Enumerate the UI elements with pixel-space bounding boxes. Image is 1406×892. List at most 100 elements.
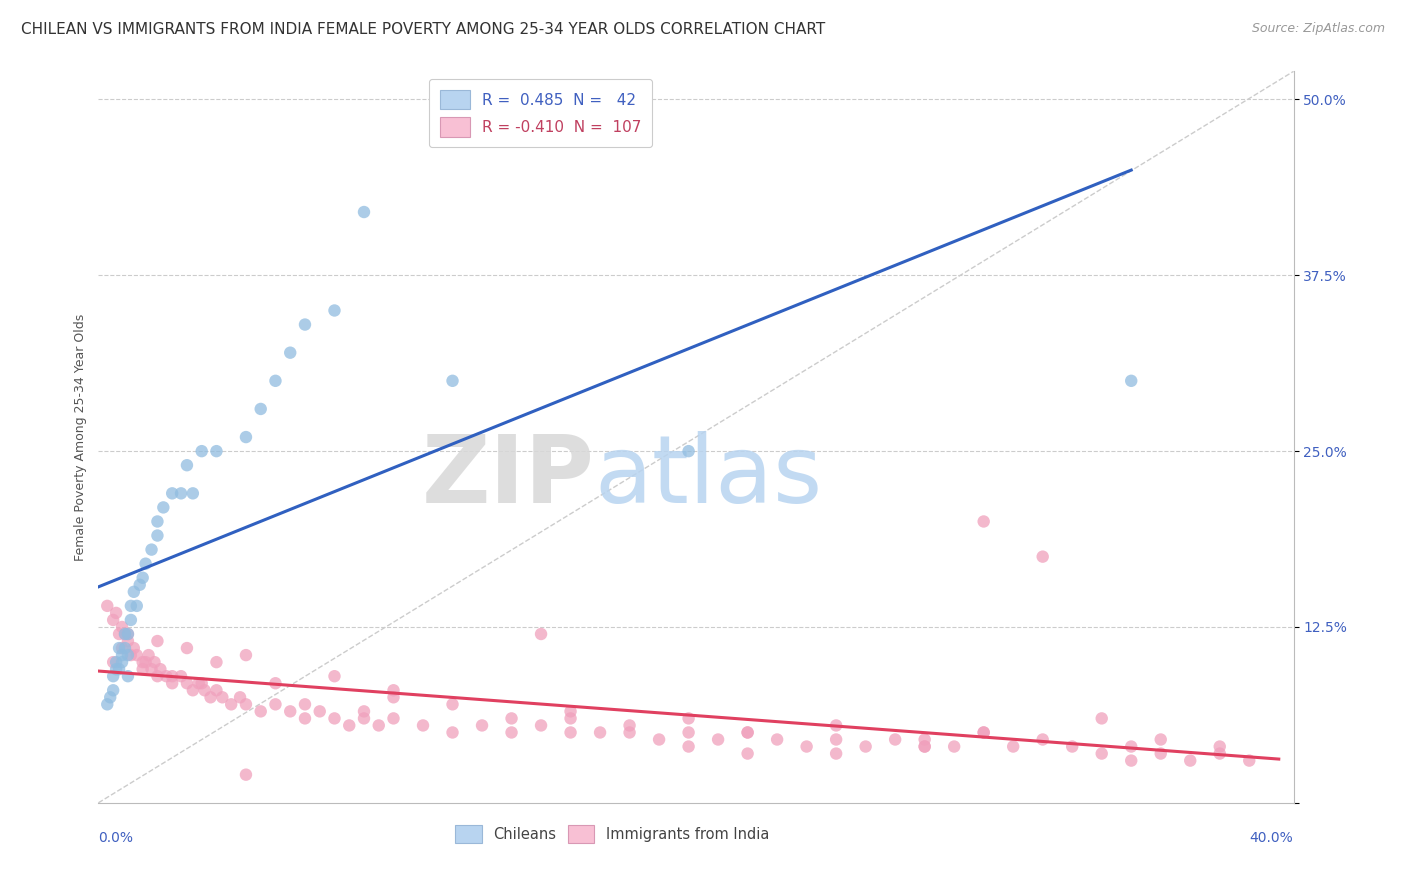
Point	[170, 486, 193, 500]
Point	[353, 705, 375, 719]
Point	[125, 599, 148, 613]
Point	[117, 648, 139, 662]
Point	[101, 613, 124, 627]
Point	[796, 739, 818, 754]
Point	[143, 655, 166, 669]
Point	[441, 725, 464, 739]
Point	[1150, 747, 1173, 761]
Point	[138, 648, 160, 662]
Point	[530, 718, 553, 732]
Text: Source: ZipAtlas.com: Source: ZipAtlas.com	[1251, 22, 1385, 36]
Point	[678, 444, 700, 458]
Point	[560, 711, 582, 725]
Point	[114, 627, 136, 641]
Point	[737, 747, 759, 761]
Point	[122, 641, 145, 656]
Point	[105, 606, 128, 620]
Point	[278, 345, 301, 359]
Point	[441, 374, 464, 388]
Point	[131, 655, 153, 669]
Point	[229, 690, 252, 705]
Point	[160, 669, 183, 683]
Point	[128, 578, 150, 592]
Point	[219, 698, 242, 712]
Point	[648, 732, 671, 747]
Point	[101, 655, 124, 669]
Point	[108, 641, 131, 656]
Point	[235, 767, 257, 781]
Point	[323, 711, 346, 725]
Text: ZIP: ZIP	[422, 432, 595, 524]
Point	[117, 627, 139, 641]
Point	[120, 648, 142, 662]
Point	[884, 732, 907, 747]
Point	[176, 676, 198, 690]
Point	[619, 725, 641, 739]
Point	[737, 725, 759, 739]
Point	[1121, 374, 1143, 388]
Point	[96, 698, 118, 712]
Point	[249, 401, 271, 416]
Point	[412, 718, 434, 732]
Point	[190, 444, 212, 458]
Point	[1121, 739, 1143, 754]
Point	[1209, 747, 1232, 761]
Point	[353, 205, 375, 219]
Point	[146, 634, 169, 648]
Point	[111, 655, 134, 669]
Point	[170, 669, 193, 683]
Point	[146, 528, 169, 542]
Point	[382, 683, 405, 698]
Point	[117, 627, 139, 641]
Point	[337, 718, 360, 732]
Point	[105, 655, 128, 669]
Y-axis label: Female Poverty Among 25-34 Year Olds: Female Poverty Among 25-34 Year Olds	[75, 313, 87, 561]
Point	[125, 648, 148, 662]
Point	[1121, 754, 1143, 768]
Point	[117, 669, 139, 683]
Point	[181, 683, 204, 698]
Point	[353, 711, 375, 725]
Point	[101, 669, 124, 683]
Legend: Chileans, Immigrants from India: Chileans, Immigrants from India	[449, 818, 776, 850]
Point	[131, 662, 153, 676]
Point	[114, 641, 136, 656]
Point	[323, 303, 346, 318]
Point	[122, 584, 145, 599]
Point	[194, 683, 217, 698]
Point	[1091, 747, 1114, 761]
Point	[382, 711, 405, 725]
Point	[264, 698, 287, 712]
Point	[973, 515, 995, 529]
Point	[117, 634, 139, 648]
Point	[235, 430, 257, 444]
Point	[114, 627, 136, 641]
Point	[108, 627, 131, 641]
Point	[135, 655, 157, 669]
Point	[589, 725, 612, 739]
Point	[367, 718, 389, 732]
Point	[501, 711, 523, 725]
Point	[235, 648, 257, 662]
Point	[707, 732, 730, 747]
Point	[471, 718, 494, 732]
Point	[619, 718, 641, 732]
Text: 40.0%: 40.0%	[1250, 830, 1294, 845]
Point	[914, 732, 936, 747]
Point	[108, 662, 131, 676]
Point	[678, 711, 700, 725]
Point	[205, 683, 228, 698]
Point	[1002, 739, 1025, 754]
Point	[211, 690, 233, 705]
Point	[560, 705, 582, 719]
Point	[149, 662, 172, 676]
Point	[111, 648, 134, 662]
Point	[111, 641, 134, 656]
Point	[294, 698, 316, 712]
Point	[190, 676, 212, 690]
Point	[825, 732, 848, 747]
Point	[98, 690, 121, 705]
Point	[1209, 739, 1232, 754]
Point	[914, 739, 936, 754]
Point	[501, 725, 523, 739]
